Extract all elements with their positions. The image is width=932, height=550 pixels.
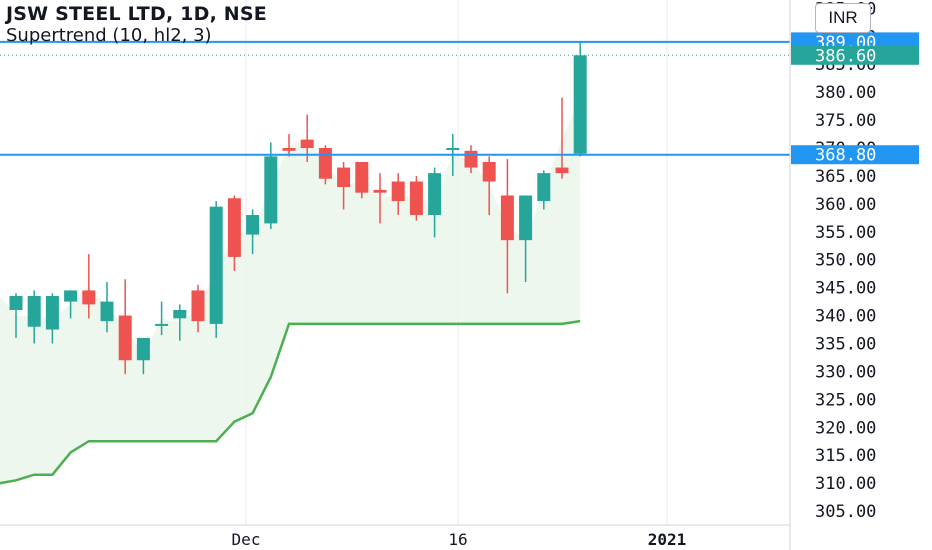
candle xyxy=(118,279,132,375)
candle xyxy=(373,173,387,224)
price-axis-label: 368.80 xyxy=(791,145,919,166)
time-axis[interactable]: Dec 16 2021 xyxy=(0,524,790,549)
candle-body xyxy=(45,296,59,330)
price-tick-label: 340.00 xyxy=(815,307,876,327)
candle xyxy=(555,97,569,179)
candle xyxy=(82,254,96,319)
candle-body xyxy=(9,296,23,310)
candle-body xyxy=(446,148,460,151)
candle-body xyxy=(555,167,569,174)
supertrend-fill xyxy=(0,99,581,486)
candle xyxy=(573,41,587,157)
candle xyxy=(391,173,405,216)
candle xyxy=(27,290,41,344)
candle-body xyxy=(519,195,533,241)
time-tick-label: 16 xyxy=(448,530,467,549)
price-axis[interactable]: 305.00 310.00 315.00 320.00 325.00 330.00 335.… xyxy=(789,0,876,550)
candle xyxy=(246,209,260,255)
candle-body xyxy=(464,150,478,168)
candle-body xyxy=(409,181,423,216)
candle xyxy=(264,142,278,229)
candle-body xyxy=(118,315,132,361)
supertrend-line xyxy=(0,319,581,485)
candle-body xyxy=(82,290,96,305)
candle xyxy=(337,161,351,210)
price-axis-label-bg xyxy=(791,145,919,165)
candle-body xyxy=(173,309,187,319)
indicator-legend[interactable]: Supertrend (10, hl2, 3) xyxy=(6,25,212,46)
price-tick-label: 330.00 xyxy=(815,362,876,382)
candle-body xyxy=(537,173,551,202)
price-tick-label: 360.00 xyxy=(815,195,876,215)
price-tick-label: 380.00 xyxy=(815,83,876,103)
candle xyxy=(136,337,150,375)
price-axis-label-text: 368.80 xyxy=(815,146,876,166)
currency-button[interactable]: INR xyxy=(815,3,871,33)
candle-body xyxy=(428,173,442,216)
price-tick-label: 345.00 xyxy=(815,279,876,299)
price-lines-group xyxy=(0,40,790,156)
candle xyxy=(227,195,241,271)
candle xyxy=(482,156,496,216)
candle-body xyxy=(191,290,205,322)
chart-title[interactable]: JSW STEEL LTD, 1D, NSE xyxy=(6,3,267,25)
price-tick-label: 325.00 xyxy=(815,390,876,410)
time-tick-label: 2021 xyxy=(648,530,687,549)
candle-body xyxy=(500,195,514,241)
price-tick-label: 320.00 xyxy=(815,418,876,438)
candle xyxy=(209,201,223,338)
price-axis-label-text: 386.60 xyxy=(815,46,876,66)
candle xyxy=(500,159,514,294)
candle-body xyxy=(27,296,41,327)
time-tick-label: Dec xyxy=(232,530,261,549)
candle-body xyxy=(64,290,78,302)
candle xyxy=(355,161,369,199)
candle-body xyxy=(100,301,114,322)
price-axis-label-bg xyxy=(791,45,919,65)
candle-body xyxy=(264,156,278,224)
candles-group xyxy=(9,41,587,375)
price-tick-label: 355.00 xyxy=(815,223,876,243)
candle xyxy=(100,282,114,333)
candle-body xyxy=(246,215,260,235)
candle-body xyxy=(136,337,150,361)
candle-body xyxy=(391,181,405,202)
candle-body xyxy=(227,198,241,257)
candle xyxy=(64,290,78,319)
price-tick-label: 365.00 xyxy=(815,167,876,187)
candle-body xyxy=(573,55,587,154)
candle xyxy=(45,293,59,344)
candle xyxy=(9,293,23,338)
candle-body xyxy=(373,189,387,193)
candle xyxy=(282,134,296,157)
candle-body xyxy=(355,161,369,193)
candle xyxy=(318,145,332,185)
price-tick-label: 375.00 xyxy=(815,111,876,131)
candle-body xyxy=(282,148,296,151)
candle-body xyxy=(300,139,314,149)
candle xyxy=(409,175,423,221)
price-tick-label: 335.00 xyxy=(815,334,876,354)
candle xyxy=(173,304,187,341)
candle xyxy=(537,170,551,210)
candle-body xyxy=(209,206,223,324)
candle xyxy=(155,301,169,336)
candle-body xyxy=(482,161,496,182)
price-tick-label: 315.00 xyxy=(815,446,876,466)
candle-body xyxy=(155,323,169,326)
price-tick-label: 350.00 xyxy=(815,251,876,271)
candle-body xyxy=(337,167,351,188)
price-axis-label: 386.60 xyxy=(791,45,919,66)
candle xyxy=(428,167,442,238)
price-tick-label: 310.00 xyxy=(815,474,876,494)
price-tick-label: 305.00 xyxy=(815,502,876,522)
candle xyxy=(519,195,533,283)
candle xyxy=(191,284,205,333)
candle-body xyxy=(318,148,332,179)
